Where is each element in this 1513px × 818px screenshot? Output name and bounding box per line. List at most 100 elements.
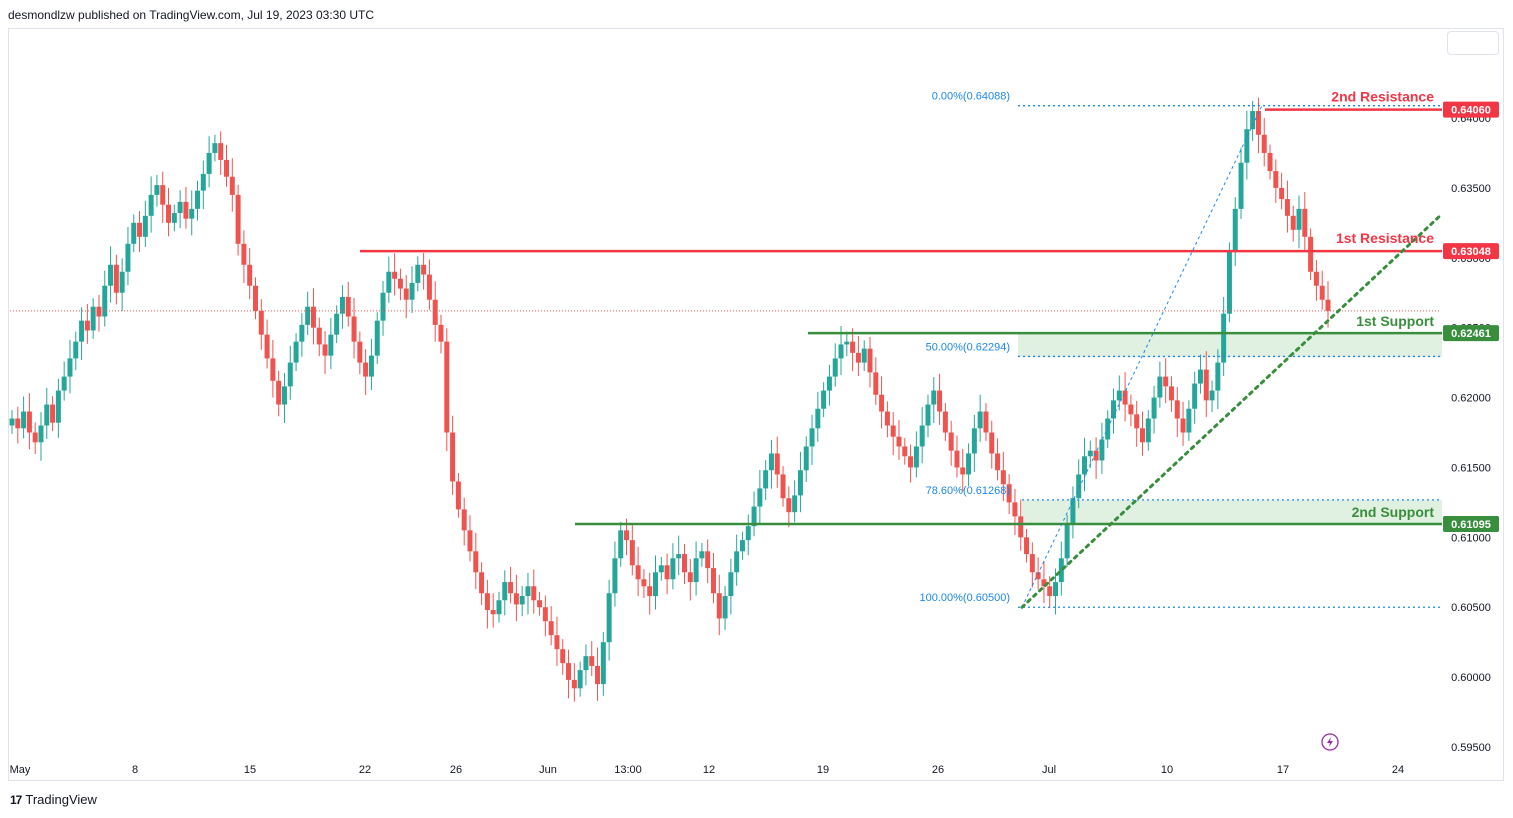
candle-body (792, 495, 798, 513)
level-price-label: 0.61095 (1451, 519, 1491, 531)
candle-body (461, 509, 467, 531)
candle-body (821, 390, 827, 409)
candle-body (676, 554, 682, 559)
candle-body (229, 176, 235, 195)
candle-body (281, 386, 287, 405)
candle-body (867, 348, 873, 373)
candle-body (195, 190, 201, 209)
level-price-box (1443, 516, 1499, 533)
candle-body (1006, 484, 1012, 503)
candle-body (1296, 208, 1302, 230)
candle-body (1325, 299, 1331, 311)
level-labels: 2nd Resistance 0.64060 1st Resistance 0.630… (919, 89, 1499, 604)
candle-body (1000, 470, 1006, 485)
candle-body (235, 194, 241, 244)
candle-body (983, 411, 989, 433)
candle-body (1250, 111, 1256, 130)
candle-body (183, 201, 189, 219)
candle-body (1255, 111, 1261, 135)
candle-body (1232, 208, 1238, 251)
candle-body (380, 292, 386, 321)
candle-body (571, 679, 577, 689)
bolt-icon[interactable] (1321, 733, 1339, 751)
candle-body (15, 418, 21, 429)
candle-body (264, 334, 270, 359)
candle-body (919, 425, 925, 447)
candle-body (890, 425, 896, 437)
candle-body (618, 530, 624, 559)
candle-body (838, 344, 844, 359)
candle-body (490, 610, 496, 615)
support-zone-1 (1018, 333, 1442, 358)
candle-body (287, 362, 293, 387)
candle-body (1221, 313, 1227, 363)
candle-body (270, 358, 276, 381)
candle-body (1226, 250, 1232, 314)
candle-body (1093, 450, 1099, 461)
candle-body (1024, 537, 1030, 555)
candle-body (896, 436, 902, 447)
candlesticks (9, 97, 1331, 702)
level-name-label: 1st Resistance (1336, 230, 1434, 246)
price-tick-label: 0.63500 (1451, 183, 1491, 195)
candle-body (1308, 236, 1314, 272)
candle-body (351, 316, 357, 342)
candle-body (554, 635, 560, 650)
candle-body (9, 418, 15, 426)
candle-body (90, 306, 96, 331)
candle-body (745, 526, 751, 541)
candle-body (1116, 390, 1122, 401)
candle-body (73, 341, 79, 359)
candle-body (774, 453, 780, 475)
level-price-label: 0.64060 (1451, 105, 1491, 117)
candle-body (797, 470, 803, 496)
candle-body (386, 271, 392, 293)
time-tick-label: 19 (817, 764, 829, 776)
candle-body (1035, 572, 1041, 580)
support-zones (1018, 333, 1442, 525)
tradingview-footer[interactable]: 17 TradingView (10, 792, 97, 807)
candle-body (1290, 215, 1296, 230)
candle-body (687, 572, 693, 583)
candle-body (879, 394, 885, 412)
candle-body (96, 306, 102, 317)
candle-body (1064, 523, 1070, 559)
candle-body (734, 551, 740, 573)
candle-body (108, 264, 114, 286)
candle-body (954, 450, 960, 468)
candle-body (1029, 554, 1035, 573)
candle-body (600, 642, 606, 685)
candle-body (548, 621, 554, 636)
candle-body (397, 278, 403, 289)
candle-body (948, 432, 954, 451)
candle-body (728, 572, 734, 597)
candle-body (177, 201, 183, 214)
candle-body (125, 243, 131, 272)
candle-body (873, 372, 879, 395)
candle-body (1186, 408, 1192, 433)
candle-body (606, 593, 612, 643)
time-tick-label: Jul (1042, 764, 1056, 776)
candle-body (328, 334, 334, 356)
publisher-header: desmondlzw published on TradingView.com,… (8, 8, 374, 22)
candle-body (884, 411, 890, 426)
candle-body (809, 428, 815, 447)
candle-body (276, 380, 282, 405)
candle-body (931, 390, 937, 405)
level-name-label: 1st Support (1356, 313, 1434, 329)
chart-settings-button[interactable] (1447, 31, 1499, 55)
candle-body (1168, 386, 1174, 401)
candle-body (50, 404, 56, 423)
candle-body (241, 243, 247, 265)
price-tick-label: 0.60500 (1451, 602, 1491, 614)
candle-body (305, 306, 311, 325)
candle-body (421, 264, 427, 275)
support-zone-2 (1022, 499, 1442, 525)
candle-body (513, 593, 519, 605)
candle-body (537, 600, 543, 608)
time-tick-label: 17 (1277, 764, 1289, 776)
candle-body (780, 474, 786, 499)
time-tick-label: 12 (703, 764, 715, 776)
time-tick-label: 10 (1161, 764, 1173, 776)
